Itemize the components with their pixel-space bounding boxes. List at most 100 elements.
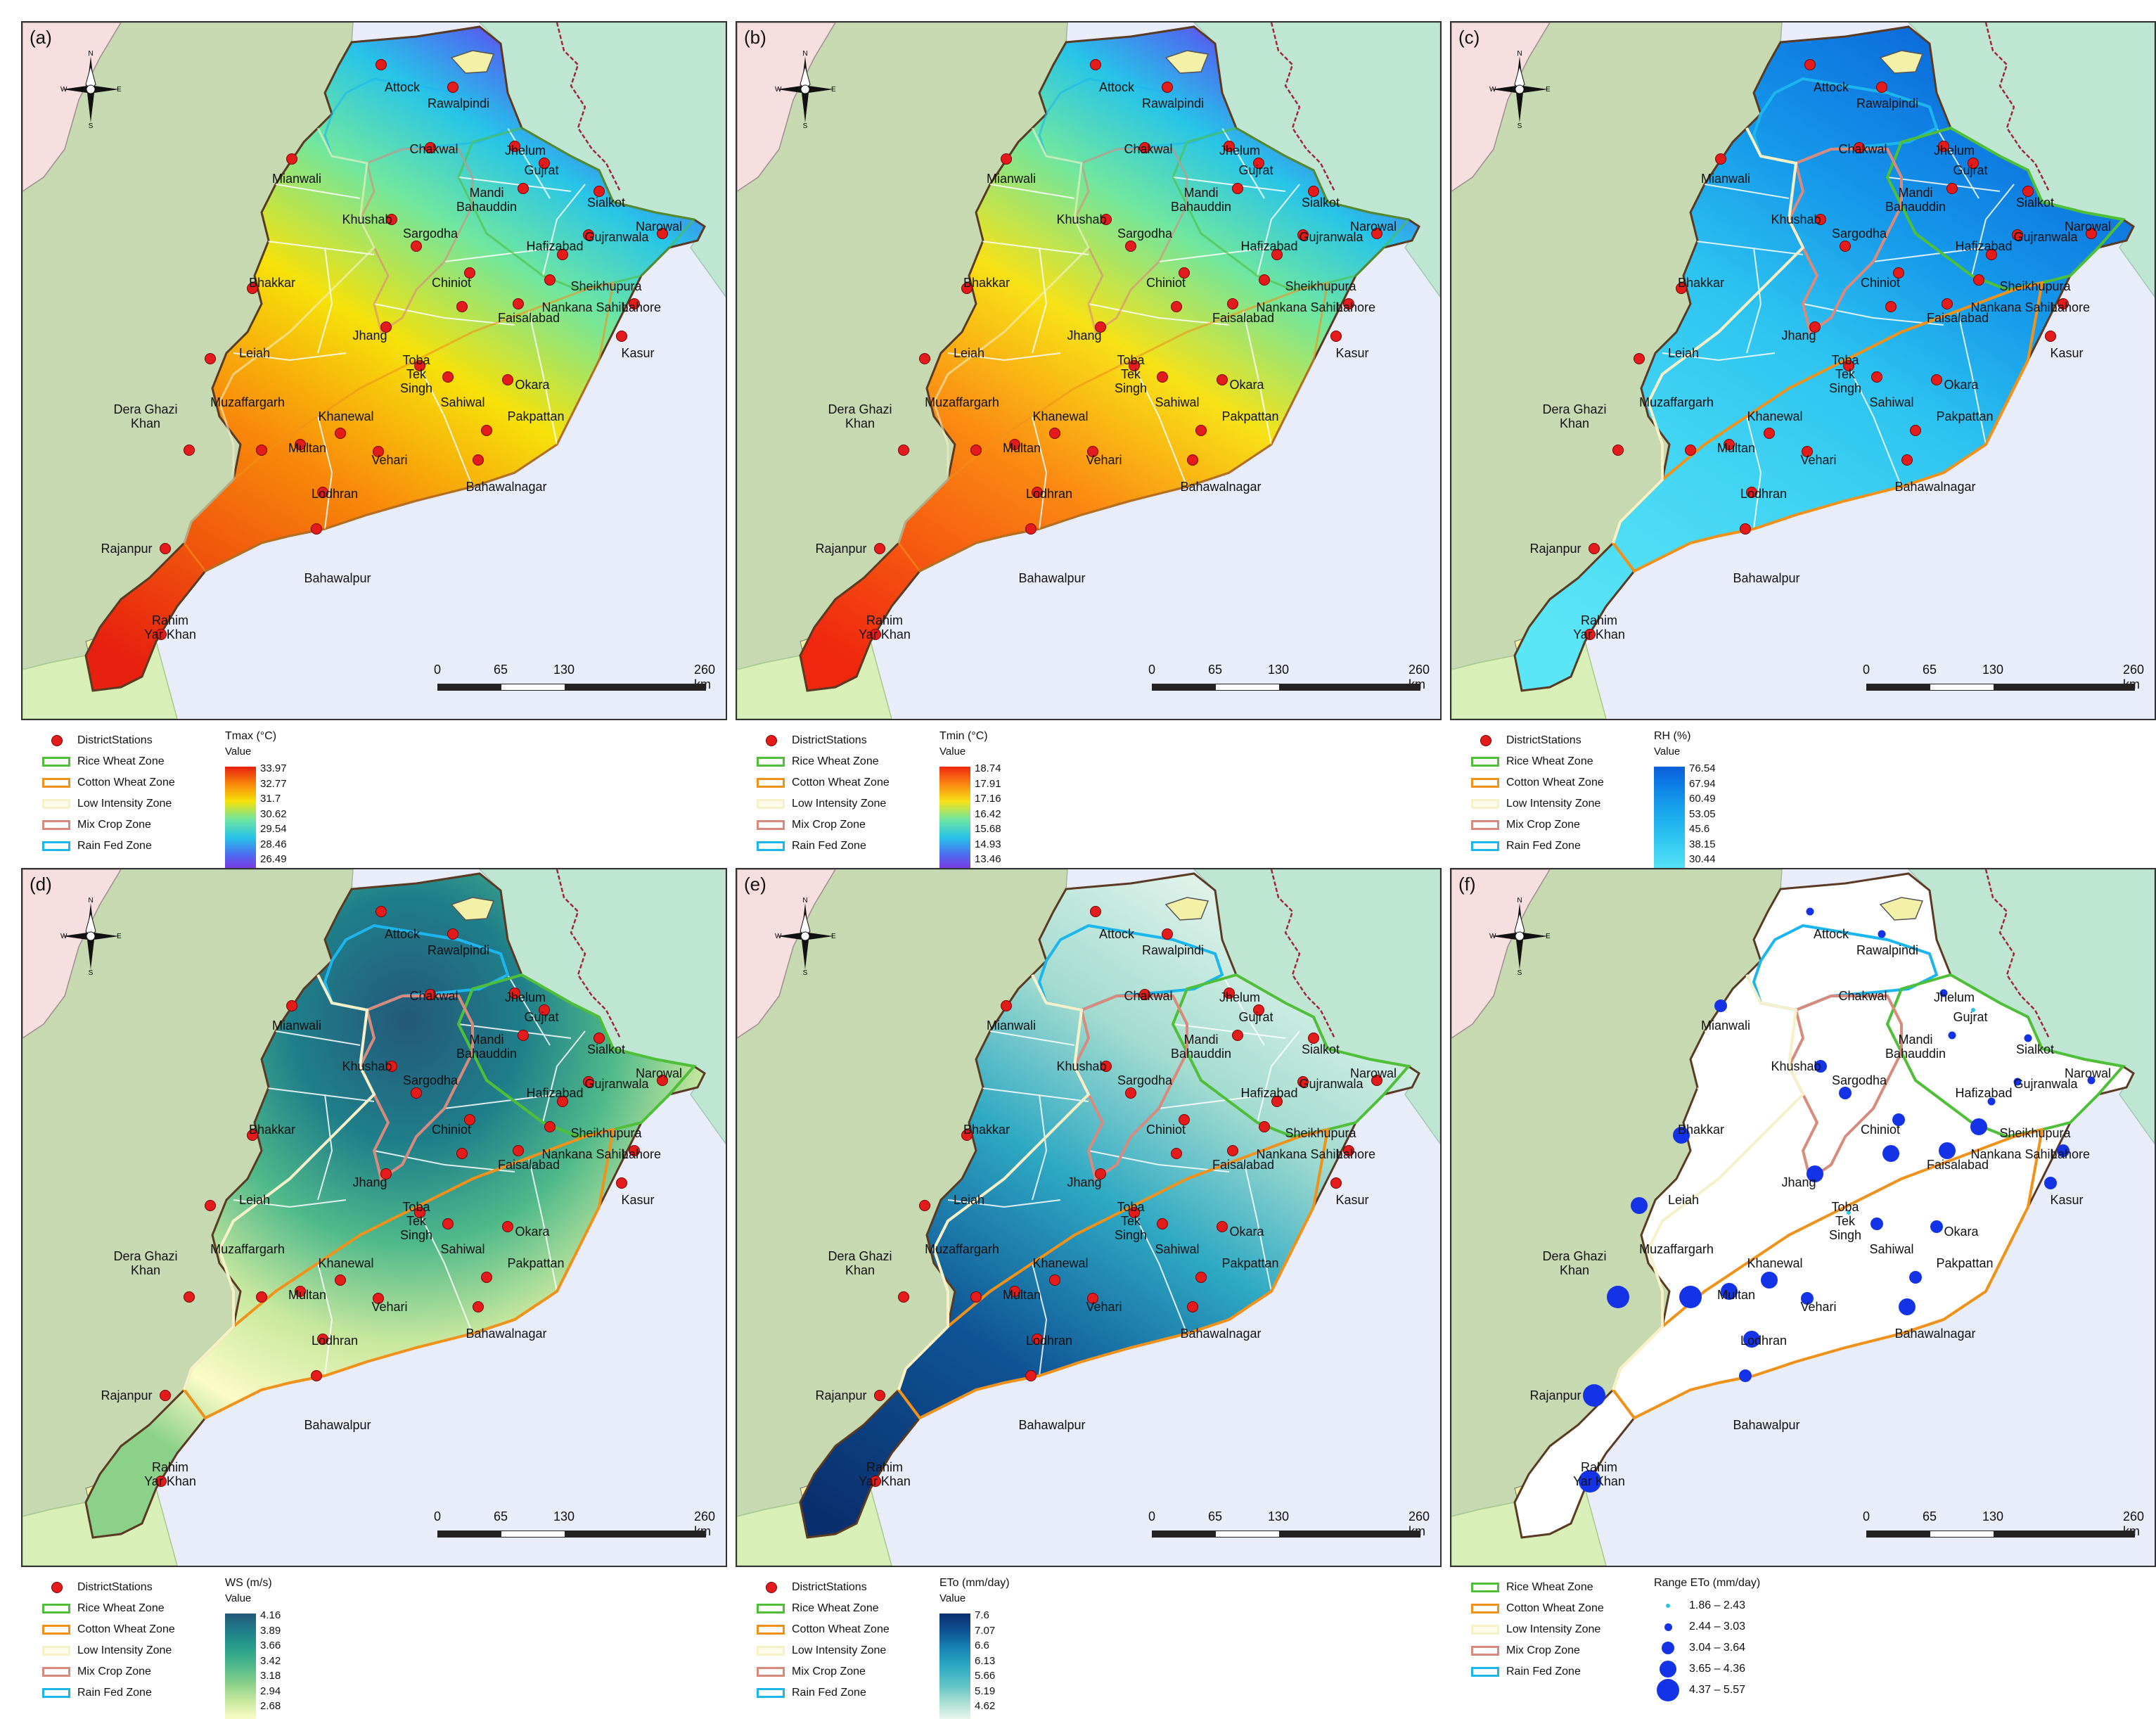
city-label: Gujranwala bbox=[1299, 1077, 1363, 1091]
district-station-marker bbox=[1764, 428, 1775, 439]
district-station-marker bbox=[2012, 229, 2023, 241]
district-station-marker bbox=[1676, 283, 1687, 294]
city-label: Bahawalpur bbox=[1018, 571, 1086, 585]
district-station-marker bbox=[1101, 1061, 1112, 1072]
district-station-marker bbox=[1162, 928, 1173, 940]
district-station-marker bbox=[247, 1130, 258, 1141]
district-station-marker bbox=[2058, 298, 2069, 309]
city-label: Narowal bbox=[1349, 1066, 1397, 1080]
district-station-marker bbox=[247, 283, 258, 294]
city-label: Attock bbox=[1813, 927, 1849, 941]
district-station-marker bbox=[335, 1274, 346, 1286]
district-station-marker bbox=[447, 928, 458, 940]
city-label: Muzaffargarh bbox=[1639, 1242, 1714, 1256]
map-legend-b: DistrictStations Rice Wheat Zone Cotton Wh… bbox=[757, 730, 890, 857]
city-label: Khushab bbox=[1771, 212, 1821, 226]
zone-legend-swatch bbox=[757, 1625, 785, 1635]
city-label: Multan bbox=[1717, 441, 1756, 455]
city-label: Chakwal bbox=[1124, 142, 1173, 156]
city-label: Bahawalpur bbox=[304, 571, 371, 585]
city-label: Dera Ghazi Khan bbox=[828, 1249, 892, 1277]
city-label: Rahim Yar Khan bbox=[144, 1460, 196, 1488]
district-station-marker bbox=[295, 439, 306, 450]
district-station-marker bbox=[1804, 59, 1816, 70]
district-station-marker bbox=[442, 1218, 454, 1229]
city-label: Leiah bbox=[1667, 346, 1700, 360]
district-station-marker bbox=[870, 629, 881, 640]
ramp-bar bbox=[1654, 767, 1685, 872]
panel-label: (f) bbox=[1458, 874, 1476, 895]
legend-label: Rice Wheat Zone bbox=[792, 755, 879, 767]
city-label: Khanewal bbox=[1747, 1256, 1803, 1270]
legend-label: Mix Crop Zone bbox=[792, 1666, 866, 1678]
svg-text:N: N bbox=[88, 51, 93, 58]
scale-tick: 0 bbox=[1862, 1509, 1871, 1523]
city-label: Lodhran bbox=[311, 487, 359, 501]
zone-legend-swatch bbox=[42, 820, 70, 830]
ramp-value: 4.62 bbox=[975, 1700, 996, 1712]
eto-range-marker bbox=[1631, 1197, 1648, 1214]
zone-legend-swatch bbox=[1471, 1667, 1499, 1677]
city-label: Vehari bbox=[1086, 453, 1122, 467]
city-label: Narowal bbox=[2064, 1066, 2112, 1080]
ramp-value: 38.15 bbox=[1689, 838, 1716, 850]
district-station-marker bbox=[919, 353, 930, 364]
color-ramp-legend: Tmax (°C) Value 33.97 32.77 31.7 30.62 29.54… bbox=[225, 730, 287, 872]
ramp-value: 7.6 bbox=[975, 1609, 989, 1621]
legend-label: Cotton Wheat Zone bbox=[1506, 777, 1604, 788]
city-label: Sahiwal bbox=[1155, 1242, 1200, 1256]
city-label: Gujranwala bbox=[2013, 1077, 2078, 1091]
city-label: Lahore bbox=[2050, 300, 2091, 314]
district-station-marker bbox=[961, 283, 973, 294]
district-station-marker bbox=[1162, 82, 1173, 93]
city-label: Pakpattan bbox=[507, 1256, 565, 1270]
color-ramp-legend: WS (m/s) Value 4.16 3.89 3.66 3.42 3.18 2.94 2… bbox=[225, 1577, 281, 1719]
city-label: Bahawalpur bbox=[304, 1418, 371, 1432]
svg-text:W: W bbox=[1489, 86, 1496, 94]
district-station-marker bbox=[874, 543, 885, 554]
zone-legend-swatch bbox=[757, 841, 785, 851]
ramp-bar bbox=[939, 1613, 970, 1719]
district-station-marker bbox=[1843, 360, 1854, 371]
ramp-value: 45.6 bbox=[1689, 823, 1710, 835]
district-station-marker bbox=[513, 1145, 524, 1156]
city-label: Sialkot bbox=[1301, 196, 1340, 210]
district-station-marker bbox=[1330, 1177, 1342, 1189]
district-station-marker bbox=[1125, 1087, 1136, 1099]
district-station-marker bbox=[898, 1291, 909, 1303]
district-station-marker bbox=[184, 1291, 195, 1303]
ramp-value: 30.44 bbox=[1689, 853, 1716, 865]
district-station-marker bbox=[919, 1200, 930, 1211]
map-panel-d: (d) N S W E 0 65 130 260 km Attock Rawalp… bbox=[21, 868, 727, 1567]
city-label: Okara bbox=[1944, 1225, 1979, 1239]
city-label: Jhang bbox=[352, 1175, 387, 1189]
svg-text:E: E bbox=[117, 933, 122, 940]
district-station-marker bbox=[380, 321, 392, 333]
city-label: Khushab bbox=[1771, 1059, 1821, 1073]
ramp-bar bbox=[225, 767, 256, 872]
eto-range-marker bbox=[1673, 1127, 1690, 1144]
ramp-value: 3.66 bbox=[260, 1640, 281, 1651]
ramp-subtitle: Value bbox=[225, 1592, 252, 1604]
district-station-marker bbox=[874, 1390, 885, 1401]
city-label: Sargodha bbox=[1117, 1073, 1173, 1087]
scale-tick: 65 bbox=[1922, 1509, 1937, 1523]
city-label: Chakwal bbox=[1124, 989, 1173, 1003]
city-label: Mandi Bahauddin bbox=[1885, 186, 1946, 214]
district-station-marker bbox=[1157, 1218, 1168, 1229]
legend-label: Rice Wheat Zone bbox=[77, 755, 165, 767]
city-label: Gujranwala bbox=[2013, 230, 2078, 244]
north-arrow-icon: N S W E bbox=[59, 50, 122, 130]
city-label: Narowal bbox=[635, 219, 683, 234]
city-label: Pakpattan bbox=[1221, 409, 1279, 423]
map-panel-f: (f) N S W E 0 65 130 260 km Attock Rawalp… bbox=[1450, 868, 2156, 1567]
city-label: Rajanpur bbox=[1529, 542, 1581, 556]
district-station-marker bbox=[1171, 301, 1182, 312]
map-panel-c: (c) N S W E 0 65 130 260 km Attock Rawalp… bbox=[1450, 21, 2156, 720]
range-symbol bbox=[1657, 1679, 1679, 1701]
district-station-marker bbox=[1253, 1004, 1264, 1016]
district-station-marker bbox=[1001, 1000, 1012, 1011]
panel-label: (e) bbox=[744, 874, 766, 895]
district-station-marker bbox=[256, 445, 267, 456]
svg-text:N: N bbox=[1517, 897, 1522, 905]
